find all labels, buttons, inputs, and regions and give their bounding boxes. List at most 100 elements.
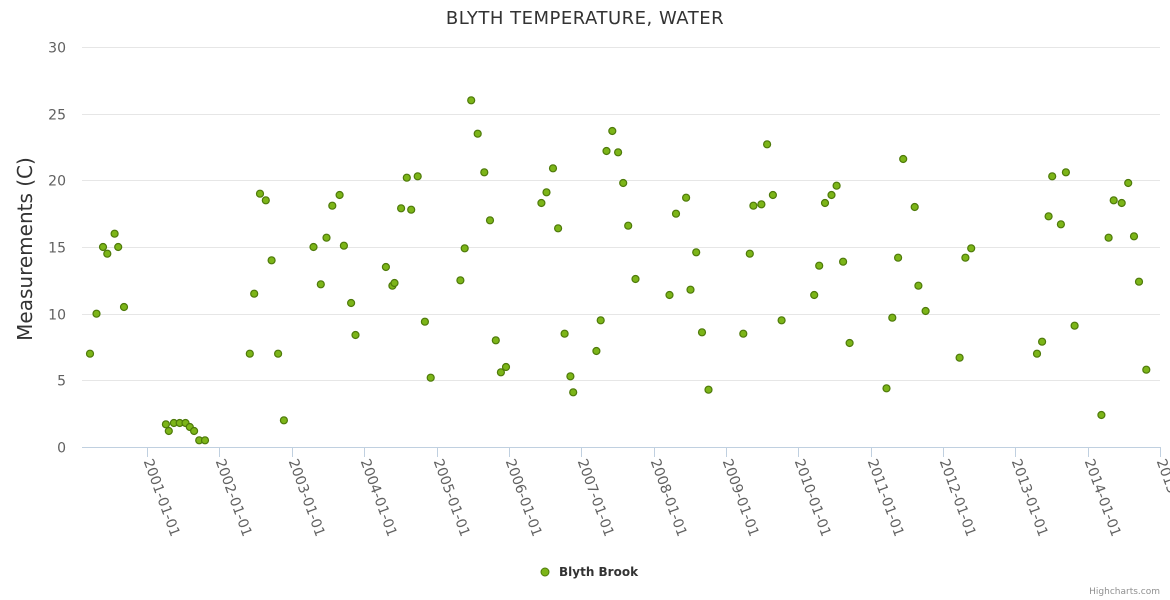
data-point[interactable] bbox=[566, 372, 575, 381]
data-point[interactable] bbox=[914, 281, 923, 290]
data-point[interactable] bbox=[845, 338, 854, 348]
data-point[interactable] bbox=[328, 201, 337, 210]
data-point[interactable] bbox=[955, 353, 964, 362]
data-point[interactable] bbox=[98, 242, 108, 252]
data-point[interactable] bbox=[390, 278, 399, 288]
data-point[interactable] bbox=[491, 336, 500, 345]
data-point[interactable] bbox=[164, 426, 173, 436]
data-point[interactable] bbox=[501, 362, 511, 372]
data-point[interactable] bbox=[882, 384, 891, 393]
data-point[interactable] bbox=[768, 190, 778, 200]
data-point[interactable] bbox=[810, 290, 819, 300]
data-point[interactable] bbox=[456, 276, 465, 285]
data-point[interactable] bbox=[381, 262, 390, 272]
data-point[interactable] bbox=[119, 302, 129, 312]
data-point[interactable] bbox=[910, 202, 919, 212]
data-point[interactable] bbox=[339, 241, 348, 250]
credit-link[interactable]: Highcharts.com bbox=[1089, 587, 1160, 597]
data-point[interactable] bbox=[553, 224, 563, 233]
data-point[interactable] bbox=[161, 420, 170, 429]
data-point[interactable] bbox=[893, 253, 903, 262]
data-point[interactable] bbox=[460, 244, 469, 253]
data-point[interactable] bbox=[397, 204, 406, 213]
data-point[interactable] bbox=[351, 330, 360, 340]
data-point[interactable] bbox=[114, 242, 123, 252]
data-point[interactable] bbox=[838, 257, 848, 266]
data-point[interactable] bbox=[426, 373, 435, 382]
data-point[interactable] bbox=[757, 200, 766, 209]
data-point[interactable] bbox=[420, 317, 429, 326]
data-point[interactable] bbox=[267, 256, 276, 265]
data-point[interactable] bbox=[335, 190, 344, 200]
legend-item-blyth-brook[interactable]: Blyth Brook bbox=[559, 565, 639, 579]
data-point[interactable] bbox=[608, 126, 617, 136]
data-point[interactable] bbox=[1104, 233, 1113, 242]
data-point[interactable] bbox=[103, 249, 112, 258]
data-point[interactable] bbox=[1044, 212, 1053, 221]
data-point[interactable] bbox=[832, 181, 841, 190]
data-point[interactable] bbox=[613, 148, 623, 157]
data-point[interactable] bbox=[777, 316, 786, 325]
data-point[interactable] bbox=[1048, 172, 1057, 181]
data-point[interactable] bbox=[602, 146, 611, 156]
data-point[interactable] bbox=[200, 436, 210, 445]
data-point[interactable] bbox=[827, 190, 836, 200]
data-point[interactable] bbox=[671, 209, 681, 218]
data-point[interactable] bbox=[110, 229, 119, 238]
data-point[interactable] bbox=[697, 328, 707, 337]
data-point[interactable] bbox=[820, 198, 830, 208]
data-point[interactable] bbox=[921, 306, 930, 316]
data-point[interactable] bbox=[762, 140, 772, 149]
data-point[interactable] bbox=[1097, 410, 1106, 420]
data-point[interactable] bbox=[899, 154, 908, 164]
data-point[interactable] bbox=[704, 385, 713, 394]
data-point[interactable] bbox=[1037, 337, 1047, 346]
data-point[interactable] bbox=[815, 261, 824, 270]
data-point[interactable] bbox=[560, 329, 569, 338]
data-point[interactable] bbox=[1032, 349, 1042, 358]
data-point[interactable] bbox=[749, 201, 758, 210]
data-point[interactable] bbox=[569, 388, 578, 397]
data-point[interactable] bbox=[745, 249, 754, 258]
data-point[interactable] bbox=[480, 168, 489, 177]
data-point[interactable] bbox=[255, 189, 265, 198]
data-point[interactable] bbox=[279, 416, 288, 425]
data-point[interactable] bbox=[1056, 220, 1066, 229]
data-point[interactable] bbox=[261, 196, 270, 205]
data-point[interactable] bbox=[245, 349, 254, 358]
data-point[interactable] bbox=[592, 346, 601, 356]
data-point[interactable] bbox=[967, 244, 976, 253]
data-point[interactable] bbox=[407, 205, 416, 214]
data-point[interactable] bbox=[485, 216, 495, 225]
data-point[interactable] bbox=[596, 316, 605, 325]
data-point[interactable] bbox=[888, 313, 897, 322]
data-point[interactable] bbox=[619, 178, 628, 188]
data-point[interactable] bbox=[316, 280, 325, 289]
data-point[interactable] bbox=[961, 253, 970, 262]
data-point[interactable] bbox=[542, 188, 551, 197]
data-point[interactable] bbox=[309, 242, 318, 252]
data-point[interactable] bbox=[496, 368, 505, 377]
data-point[interactable] bbox=[537, 198, 546, 208]
data-point[interactable] bbox=[1142, 365, 1151, 374]
data-point[interactable] bbox=[739, 329, 748, 338]
data-point[interactable] bbox=[686, 285, 695, 294]
data-point[interactable] bbox=[1070, 321, 1079, 330]
data-point[interactable] bbox=[1129, 232, 1139, 241]
data-point[interactable] bbox=[548, 164, 558, 173]
data-point[interactable] bbox=[665, 290, 674, 300]
data-point[interactable] bbox=[1134, 277, 1144, 286]
data-point[interactable] bbox=[473, 129, 482, 138]
data-point[interactable] bbox=[1124, 178, 1133, 188]
legend[interactable]: Blyth Brook bbox=[540, 565, 639, 579]
data-point[interactable] bbox=[467, 96, 476, 105]
data-point[interactable] bbox=[250, 289, 259, 298]
data-point[interactable] bbox=[1109, 196, 1118, 205]
data-point[interactable] bbox=[347, 298, 356, 308]
data-point[interactable] bbox=[1117, 198, 1126, 208]
data-point[interactable] bbox=[190, 426, 199, 436]
data-point[interactable] bbox=[402, 173, 411, 182]
data-point[interactable] bbox=[692, 248, 701, 257]
data-point[interactable] bbox=[631, 274, 640, 284]
data-point[interactable] bbox=[413, 172, 422, 181]
